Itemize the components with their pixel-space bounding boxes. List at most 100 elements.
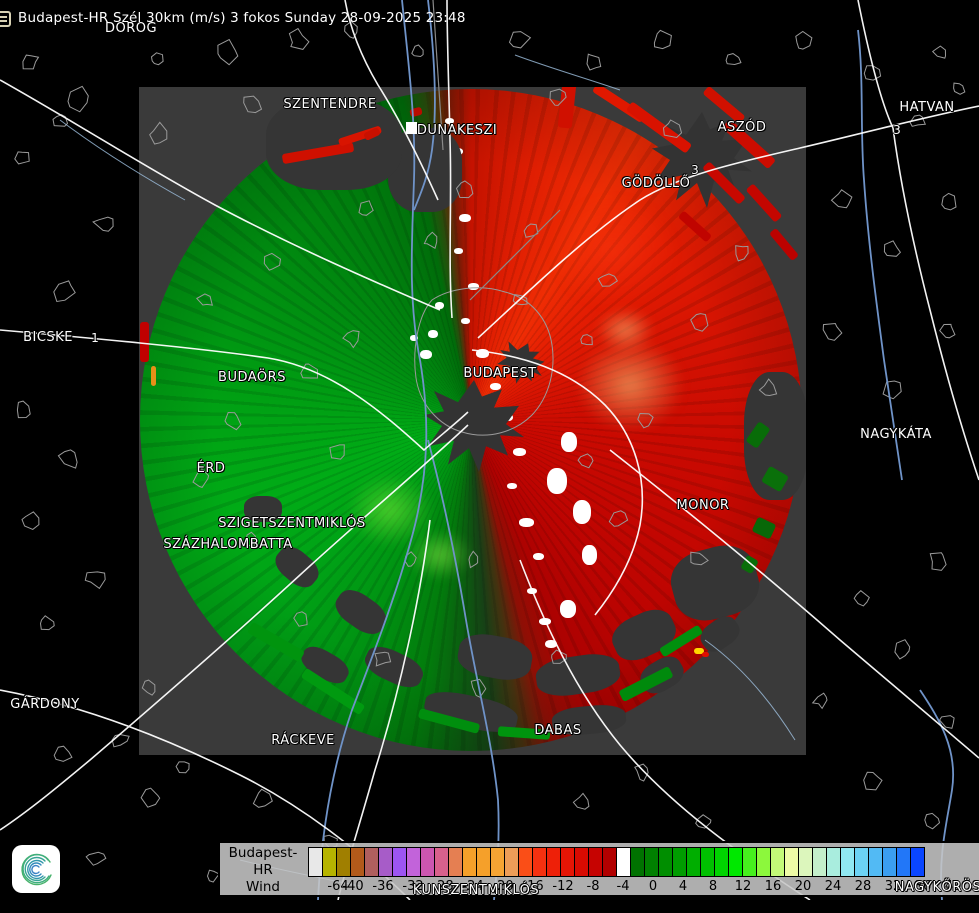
rivers bbox=[317, 0, 954, 900]
settlement-outline bbox=[725, 53, 742, 66]
legend-cell bbox=[448, 847, 463, 877]
legend-cell bbox=[336, 847, 351, 877]
legend-cell bbox=[532, 847, 547, 877]
legend-cell bbox=[462, 847, 477, 877]
legend-cell bbox=[714, 847, 729, 877]
legend-cell bbox=[798, 847, 813, 877]
settlement-outline bbox=[53, 280, 76, 303]
settlement-outline bbox=[830, 189, 853, 209]
settlement-outline bbox=[758, 378, 778, 397]
product-title: Budapest-HR Szél 30km (m/s) 3 fokos Sund… bbox=[18, 10, 466, 26]
settlement-outline bbox=[690, 313, 709, 332]
legend-title-block: Budapest-HR Wind m/s bbox=[220, 845, 306, 913]
legend-tick-label: 36 bbox=[914, 879, 932, 894]
settlement-outline bbox=[52, 114, 69, 127]
legend-tick-label: -40 bbox=[342, 879, 364, 894]
settlement-outline bbox=[577, 453, 594, 469]
legend-unit: m/s bbox=[250, 896, 276, 912]
settlement-outline bbox=[53, 745, 73, 762]
settlement-outline bbox=[909, 114, 927, 127]
settlement-outline bbox=[16, 400, 31, 419]
legend-tick-label: -64 bbox=[327, 879, 349, 894]
settlement-outline bbox=[57, 449, 78, 469]
settlement-outline bbox=[811, 692, 828, 710]
settlement-outline bbox=[597, 273, 618, 287]
legend-cell bbox=[854, 847, 869, 877]
settlement-outline bbox=[300, 363, 319, 379]
settlement-outline bbox=[572, 792, 590, 810]
settlement-outline bbox=[243, 95, 263, 114]
legend-cell bbox=[910, 847, 925, 877]
legend-tick-label: -8 bbox=[586, 879, 600, 894]
settlement-outline bbox=[735, 245, 749, 262]
budapest-boundary bbox=[414, 287, 554, 436]
settlement-outline bbox=[580, 334, 593, 346]
settlement-outline bbox=[549, 88, 567, 106]
legend-cell bbox=[308, 847, 323, 877]
settlement-outline bbox=[344, 20, 358, 39]
legend-cell bbox=[476, 847, 491, 877]
legend-cell bbox=[322, 847, 337, 877]
legend-cell bbox=[658, 847, 673, 877]
settlement-outline bbox=[358, 200, 374, 216]
legend-cell bbox=[770, 847, 785, 877]
settlement-outline bbox=[21, 511, 40, 530]
header-logo-icon bbox=[0, 11, 11, 27]
legend-tick-label: 4 bbox=[678, 879, 688, 894]
settlement-outline bbox=[662, 119, 683, 139]
settlement-outline bbox=[455, 180, 474, 199]
legend-tick-label: 20 bbox=[794, 879, 812, 894]
legend-cell bbox=[756, 847, 771, 877]
echo-streak bbox=[140, 322, 149, 362]
settlement-outline bbox=[14, 151, 30, 165]
settlement-outline bbox=[411, 44, 424, 58]
settlement-outline bbox=[67, 85, 89, 113]
settlement-outline bbox=[263, 252, 282, 271]
met-spiral-logo[interactable] bbox=[12, 845, 60, 893]
settlement-outline bbox=[953, 82, 966, 95]
settlement-outline bbox=[637, 412, 654, 429]
legend-tick-label: -16 bbox=[522, 879, 544, 894]
settlement-outline bbox=[512, 294, 528, 306]
legend-cell bbox=[588, 847, 603, 877]
legend-cell bbox=[434, 847, 449, 877]
settlement-outline bbox=[22, 54, 40, 70]
settlement-outline bbox=[175, 761, 190, 774]
settlement-outline bbox=[92, 216, 114, 232]
settlement-outline bbox=[634, 763, 649, 782]
legend-tick-label: -4 bbox=[616, 879, 630, 894]
settlement-outline bbox=[795, 30, 813, 50]
secondary-roads bbox=[432, 0, 561, 301]
legend-cell bbox=[378, 847, 393, 877]
settlement-outline bbox=[586, 53, 602, 71]
settlement-outline bbox=[894, 639, 911, 660]
legend-cell bbox=[672, 847, 687, 877]
legend-cell bbox=[574, 847, 589, 877]
settlement-outline bbox=[468, 550, 479, 569]
legend-cell bbox=[364, 847, 379, 877]
settlement-outline bbox=[293, 611, 308, 627]
legend-cell bbox=[350, 847, 365, 877]
settlement-outline bbox=[140, 787, 161, 808]
legend-tick-label: 40 bbox=[944, 879, 962, 894]
settlement-outline bbox=[141, 679, 156, 696]
legend-cell bbox=[742, 847, 757, 877]
settlement-outline bbox=[149, 121, 168, 145]
settlement-outline bbox=[329, 444, 345, 460]
settlement-outline bbox=[822, 322, 843, 341]
legend-parameter: Wind bbox=[246, 879, 280, 895]
legend-tick-label: 0 bbox=[648, 879, 658, 894]
legend-tick-label: -12 bbox=[552, 879, 574, 894]
settlement-outline bbox=[374, 651, 392, 667]
legend-cell bbox=[826, 847, 841, 877]
settlement-outline bbox=[929, 552, 947, 571]
legend-tick-label: 8 bbox=[708, 879, 718, 894]
settlement-outline bbox=[192, 468, 210, 488]
legend-tick-label: 32 bbox=[884, 879, 902, 894]
settlement-outline bbox=[523, 223, 539, 238]
settlement-outline bbox=[224, 411, 242, 431]
legend-tick-label: -24 bbox=[462, 879, 484, 894]
legend-cell bbox=[644, 847, 659, 877]
